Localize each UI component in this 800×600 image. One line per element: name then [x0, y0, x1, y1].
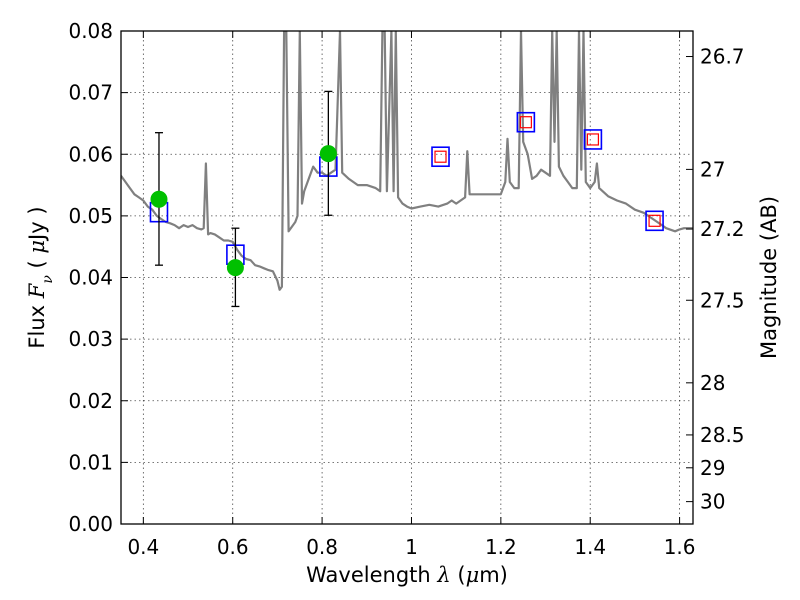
observed-point — [319, 145, 337, 163]
model-point-square — [583, 129, 603, 150]
x-tick-label: 1 — [405, 535, 418, 559]
model-point-square — [431, 146, 450, 168]
mag-tick-label: 27 — [700, 157, 725, 181]
y-tick-label: 0.01 — [68, 450, 113, 474]
ticks: 0.4 0.6 0.8 1 1.2 1.4 1.6 0.00 0.01 0.02 0.03 0.04 0… — [68, 19, 744, 559]
y-tick-label: 0.05 — [68, 204, 113, 228]
x-tick-label: 0.6 — [217, 535, 249, 559]
y-tick-label: 0.00 — [68, 512, 113, 536]
y-tick-label: 0.04 — [68, 266, 113, 290]
mag-tick-label: 30 — [700, 490, 725, 514]
plot-area — [121, 31, 693, 308]
model-point-small-square — [519, 116, 532, 129]
mag-tick-label: 28 — [700, 371, 725, 395]
model-point-small-square — [648, 214, 661, 227]
x-tick-label: 1.6 — [664, 535, 696, 559]
observed-point — [226, 259, 244, 277]
model-point-square — [645, 210, 664, 232]
mag-tick-label: 26.7 — [700, 45, 745, 69]
y-tick-label: 0.07 — [68, 81, 113, 105]
y-tick-label: 0.02 — [68, 389, 113, 413]
model-point-small-square — [434, 150, 447, 163]
y-tick-label: 0.06 — [68, 142, 113, 166]
mag-tick-label: 28.5 — [700, 423, 745, 447]
sed-line — [121, 31, 693, 291]
mag-tick-label: 29 — [700, 456, 725, 480]
x-axis-title: Wavelength λ (μm) — [306, 563, 508, 587]
y-axis-title: Flux Fν ( μJy ) — [25, 206, 56, 348]
observed-point — [150, 190, 168, 208]
y-tick-label: 0.03 — [68, 327, 113, 351]
plot-clip-group — [121, 31, 693, 308]
y-axis-right-title: Magnitude (AB) — [757, 196, 781, 359]
grid — [121, 31, 693, 524]
x-tick-label: 0.4 — [127, 535, 159, 559]
x-tick-label: 1.2 — [485, 535, 517, 559]
model-point-square — [516, 111, 536, 133]
model-point-small-square — [586, 133, 600, 146]
mag-tick-label: 27.5 — [700, 288, 745, 312]
y-tick-label: 0.08 — [68, 19, 113, 43]
x-tick-label: 1.4 — [574, 535, 606, 559]
x-tick-label: 0.8 — [306, 535, 338, 559]
mag-tick-label: 27.2 — [700, 217, 745, 241]
